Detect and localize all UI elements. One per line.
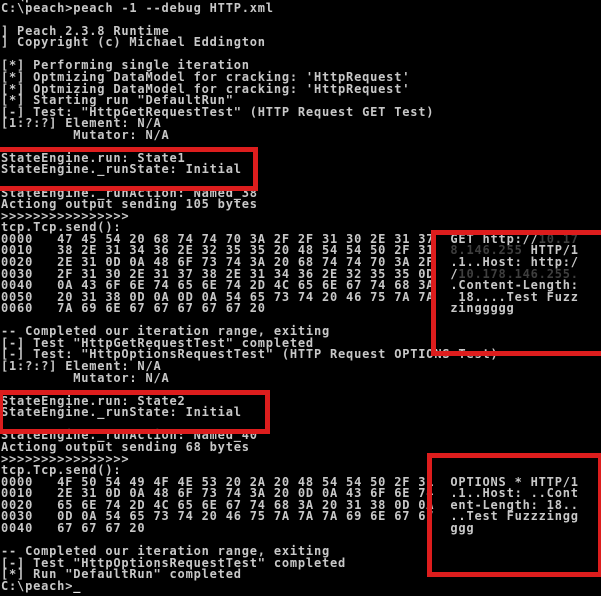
terminal-line: 0030 0D 0A 54 65 73 74 20 46 75 7A 7A 7A… [1, 509, 579, 524]
terminal-line: 0040 0A 43 6F 6E 74 65 6E 74 2D 4C 65 6E… [1, 278, 579, 293]
terminal-line: 0020 2E 31 0D 0A 48 6F 73 74 3A 20 68 74… [1, 254, 579, 269]
terminal-line: [1:?:?] Element: N/A [1, 116, 579, 131]
terminal-text: 0040 67 67 67 20 [1, 520, 146, 535]
terminal-text: ] Peach 2.3.8 Runtime [1, 23, 170, 38]
terminal-line: 0000 47 45 54 20 68 74 74 70 3A 2F 2F 31… [1, 231, 579, 246]
terminal-text: 0000 47 45 54 20 68 74 74 70 3A 2F 2F 31… [1, 231, 451, 246]
terminal-line: [-] Test "HttpOptionsRequestTest" comple… [1, 555, 579, 570]
terminal-text: .Content-Length: [450, 278, 579, 293]
terminal-text: 0030 0D 0A 54 65 73 74 20 46 75 7A 7A 7A… [1, 509, 451, 524]
terminal-line: ] Peach 2.3.8 Runtime [1, 23, 579, 38]
terminal-text: zinggggg [265, 301, 515, 316]
terminal-line: [-] Test: "HttpGetRequestTest" (HTTP Req… [1, 104, 579, 119]
terminal-text: ..Test Fuzzzingg [450, 509, 579, 524]
terminal-text: Mutator: N/A [1, 127, 170, 142]
terminal-line: Mutator: N/A [1, 127, 579, 142]
terminal-text: Mutator: N/A [1, 370, 170, 385]
terminal-line: tcp.Tcp.send(): [1, 463, 579, 478]
terminal-text: C:\peach> [1, 0, 73, 3]
terminal-text: StateEngine._runState: Initial [1, 405, 242, 420]
terminal-text: HTTP/1 [530, 243, 579, 258]
terminal-text: [*] Performing single iteration [1, 58, 250, 73]
terminal-line: tcp.Tcp.send(): [1, 220, 579, 235]
terminal-line: StateEngine.run: State1 [1, 150, 579, 165]
terminal-text: 0060 7A 69 6E 67 67 67 67 67 20 [1, 301, 266, 316]
terminal-text: ent-Length: 18.. [450, 497, 579, 512]
terminal-line: StateEngine._runState: Initial [1, 162, 579, 177]
terminal-text: .1..Host: ..Cont [450, 486, 579, 501]
terminal-line: [*] Optmizing DataModel for cracking: 'H… [1, 81, 579, 96]
terminal-line: StateEngine.run: State2 [1, 393, 579, 408]
terminal-text: GET http:// [450, 231, 539, 246]
terminal-text: tcp.Tcp.send(): [1, 463, 122, 478]
terminal-line: C:\peach>_ [1, 578, 579, 593]
terminal-text: StateEngine.run: State1 [1, 150, 186, 165]
terminal-line: StateEngine._runState: Initial [1, 405, 579, 420]
terminal-text: -- Completed our iteration range, exitin… [1, 324, 331, 339]
terminal-line: 0040 67 67 67 20 ggg [1, 520, 579, 535]
terminal-line: Actiong output sending 68 bytes [1, 439, 579, 454]
terminal-text: -- Completed our iteration range, exitin… [1, 544, 331, 558]
terminal-line: [-] Test "HttpGetRequestTest" completed [1, 335, 579, 350]
terminal-text: >>>>>>>>>>>>>>>> [1, 451, 130, 466]
terminal-line: >>>>>>>>>>>>>>>> [1, 208, 579, 223]
terminal-line: [*] Performing single iteration [1, 58, 579, 73]
terminal-text: [-] Test "HttpGetRequestTest" completed [1, 335, 314, 350]
terminal-text: ggg [145, 520, 475, 535]
terminal-text: [1:?:?] Element: N/A [1, 359, 162, 373]
terminal-line: -- Completed our iteration range, exitin… [1, 324, 579, 339]
terminal-text: ] Copyright (c) Michael Eddington [1, 35, 266, 50]
terminal-text: C:\peach>peach -1 --debug HTTP.xml [1, 0, 274, 15]
terminal-text: [*] Optmizing DataModel for cracking: 'H… [1, 69, 411, 84]
terminal-text: tcp.Tcp.send(): [1, 220, 122, 235]
terminal-line: [*] Starting run "DefaultRun" [1, 93, 579, 108]
terminal-text: Actiong output sending 68 bytes [1, 439, 250, 454]
redacted-text: 10.17 [538, 231, 579, 246]
terminal-text: [*] Optmizing DataModel for cracking: 'H… [1, 81, 411, 96]
terminal-line: [*] Run "DefaultRun" completed [1, 567, 579, 582]
terminal-text: .1..Host: http:/ [450, 254, 579, 269]
terminal-text: >>>>>>>>>>>>>>>> [1, 208, 130, 223]
terminal-line: 0030 2F 31 30 2E 31 37 38 2E 31 34 36 2E… [1, 266, 579, 281]
terminal-line: -- Completed our iteration range, exitin… [1, 544, 579, 558]
terminal-text: 0030 2F 31 30 2E 31 37 38 2E 31 34 36 2E… [1, 266, 451, 281]
terminal-cursor: _ [73, 578, 82, 593]
terminal-line: 0050 20 31 38 0D 0A 0D 0A 54 65 73 74 20… [1, 289, 579, 304]
terminal-text: C:\peach> [1, 578, 74, 593]
terminal-line: 0020 65 6E 74 2D 4C 65 6E 67 74 68 3A 20… [1, 497, 579, 512]
terminal-text: / [450, 266, 459, 281]
terminal-output: C:\peach>C:\peach>peach -1 --debug HTTP.… [1, 0, 579, 592]
terminal-line: Mutator: N/A [1, 370, 579, 385]
terminal-line: ] Copyright (c) Michael Eddington [1, 35, 579, 50]
terminal-line: Actiong output sending 105 bytes [1, 197, 579, 212]
terminal-text: [1:?:?] Element: N/A [1, 116, 162, 131]
terminal-line: 0060 7A 69 6E 67 67 67 67 67 20 zinggggg [1, 301, 579, 316]
terminal-text: 0010 38 2E 31 34 36 2E 32 35 35 20 48 54… [1, 243, 451, 258]
terminal-line: C:\peach>peach -1 --debug HTTP.xml [1, 0, 579, 15]
terminal-line: C:\peach> [1, 0, 579, 3]
terminal-text: 18....Test Fuzz [450, 289, 579, 304]
terminal-text: 0020 65 6E 74 2D 4C 65 6E 67 74 68 3A 20… [1, 497, 451, 512]
terminal-line: 0000 4F 50 54 49 4F 4E 53 20 2A 20 48 54… [1, 474, 579, 489]
terminal-text: 0040 0A 43 6F 6E 74 65 6E 74 2D 4C 65 6E… [1, 278, 451, 293]
terminal-text: StateEngine._runState: Initial [1, 162, 242, 177]
terminal-line: 0010 2E 31 0D 0A 48 6F 73 74 3A 20 0D 0A… [1, 486, 579, 501]
terminal-line: [1:?:?] Element: N/A [1, 359, 579, 373]
terminal-line: [*] Optmizing DataModel for cracking: 'H… [1, 69, 579, 84]
terminal-text: 0020 2E 31 0D 0A 48 6F 73 74 3A 20 68 74… [1, 254, 451, 269]
terminal-text: [*] Run "DefaultRun" completed [1, 567, 242, 582]
redacted-text: 10.178.146.255. [458, 266, 579, 281]
terminal-text: OPTIONS * HTTP/1 [450, 474, 579, 489]
redacted-text: 8.146.255 [450, 243, 531, 258]
terminal-text: [-] Test: "HttpGetRequestTest" (HTTP Req… [1, 104, 435, 119]
terminal-text: [*] Starting run "DefaultRun" [1, 93, 234, 108]
terminal-line: 0010 38 2E 31 34 36 2E 32 35 35 20 48 54… [1, 243, 579, 258]
terminal-text: [-] Test "HttpOptionsRequestTest" comple… [1, 555, 347, 570]
terminal-text: 0010 2E 31 0D 0A 48 6F 73 74 3A 20 0D 0A… [1, 486, 451, 501]
terminal-text: StateEngine.run: State2 [1, 393, 186, 408]
terminal-text: Actiong output sending 105 bytes [1, 197, 258, 212]
terminal-text: 0050 20 31 38 0D 0A 0D 0A 54 65 73 74 20… [1, 289, 451, 304]
terminal-line: >>>>>>>>>>>>>>>> [1, 451, 579, 466]
